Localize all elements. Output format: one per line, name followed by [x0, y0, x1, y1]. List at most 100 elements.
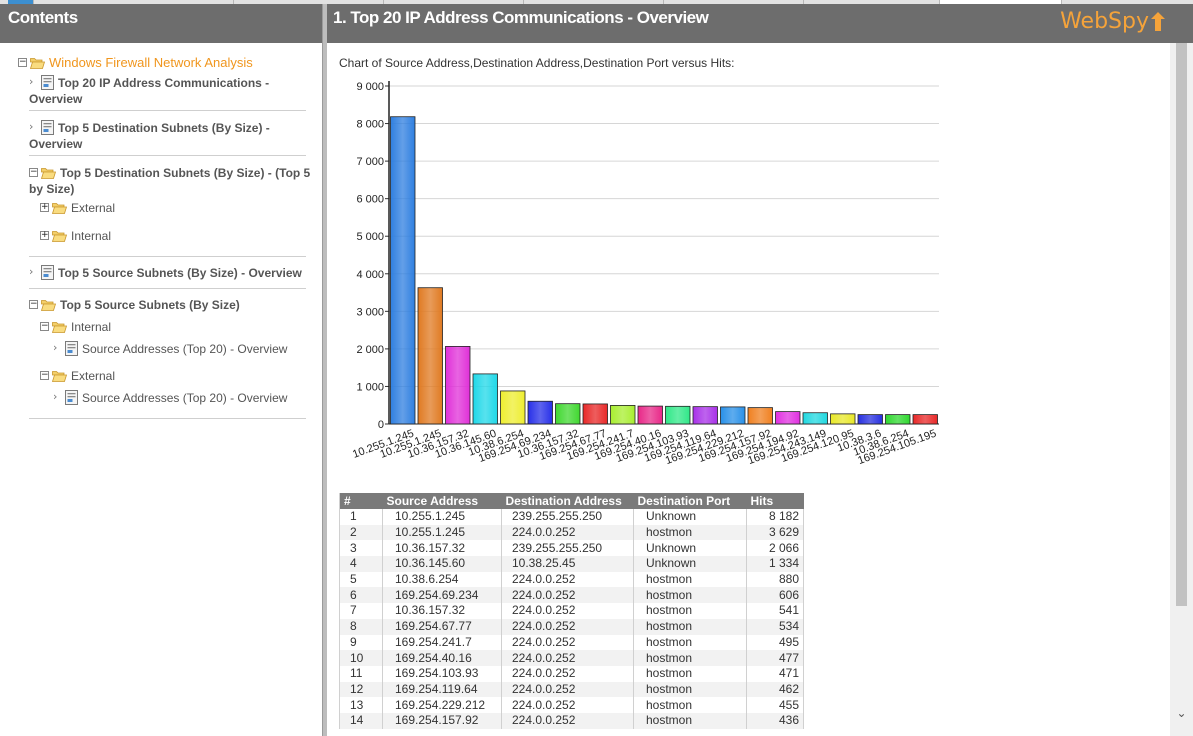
expand-icon[interactable]: + — [40, 230, 49, 240]
table-cell: 7 — [339, 603, 383, 619]
table-cell: 880 — [746, 571, 804, 588]
tree-item-internal[interactable]: − Internal — [40, 319, 111, 335]
expand-icon[interactable]: + — [40, 202, 49, 212]
bar[interactable] — [830, 413, 856, 425]
tree-root[interactable]: − Windows Firewall Network Analysis — [18, 55, 253, 71]
divider — [29, 110, 306, 111]
pane-splitter[interactable] — [323, 4, 327, 736]
tree-item-source-subnets-overview[interactable]: › Top 5 Source Subnets (By Size) - Overv… — [29, 265, 314, 281]
bar[interactable] — [555, 403, 581, 425]
bar[interactable] — [637, 405, 663, 425]
table-row[interactable]: 12 169.254.119.64 224.0.0.252 hostmon 462 — [339, 681, 804, 698]
table-cell: 224.0.0.252 — [501, 587, 634, 604]
window-tab[interactable] — [524, 0, 664, 4]
table-row[interactable]: 3 10.36.157.32 239.255.255.250 Unknown 2 066 — [339, 540, 804, 557]
table-cell: 169.254.103.93 — [382, 665, 502, 682]
window-tab[interactable] — [234, 0, 384, 4]
table-cell: 224.0.0.252 — [501, 650, 634, 666]
bar[interactable] — [445, 346, 471, 425]
tree-item-label: Top 5 Source Subnets (By Size) — [60, 298, 240, 312]
bar[interactable] — [692, 406, 718, 425]
table-row[interactable]: 13 169.254.229.212 224.0.0.252 hostmon 455 — [339, 697, 804, 713]
table-cell: hostmon — [633, 634, 747, 651]
table-row[interactable]: 4 10.36.145.60 10.38.25.45 Unknown 1 334 — [339, 556, 804, 572]
bar[interactable] — [747, 407, 773, 425]
table-row[interactable]: 9 169.254.241.7 224.0.0.252 hostmon 495 — [339, 634, 804, 651]
tree-item-dest-subnets-top5[interactable]: − Top 5 Destination Subnets (By Size) - … — [29, 165, 314, 181]
column-header[interactable]: Destination Address — [501, 493, 634, 509]
scrollbar-thumb[interactable] — [1176, 43, 1187, 606]
bar[interactable] — [500, 390, 526, 425]
tree-item-source-addresses-external[interactable]: › Source Addresses (Top 20) - Overview — [53, 390, 287, 406]
collapse-icon[interactable]: − — [40, 321, 49, 331]
divider — [29, 288, 306, 289]
chevron-right-icon[interactable]: › — [29, 265, 34, 278]
bar[interactable] — [417, 287, 443, 425]
bar[interactable] — [857, 414, 883, 425]
chevron-right-icon[interactable]: › — [53, 341, 58, 354]
bar[interactable] — [390, 116, 416, 425]
tree-item-label: Source Addresses (Top 20) - Overview — [82, 342, 288, 356]
y-tick-label: 5 000 — [356, 231, 384, 243]
tree-item-source-subnets[interactable]: − Top 5 Source Subnets (By Size) — [29, 297, 314, 313]
collapse-icon[interactable]: − — [29, 167, 38, 177]
window-tab[interactable] — [34, 0, 234, 4]
bar[interactable] — [885, 414, 911, 425]
window-tab[interactable] — [8, 0, 34, 4]
window-tab[interactable] — [664, 0, 804, 4]
tree-item-internal[interactable]: + Internal — [40, 228, 111, 244]
tree-item-external[interactable]: + External — [40, 200, 115, 216]
table-cell: 224.0.0.252 — [501, 712, 634, 729]
table-cell: hostmon — [633, 665, 747, 682]
bar[interactable] — [527, 400, 553, 425]
table-row[interactable]: 6 169.254.69.234 224.0.0.252 hostmon 606 — [339, 587, 804, 604]
column-header[interactable]: # — [339, 493, 383, 509]
column-header[interactable]: Source Address — [382, 493, 502, 509]
window-tab[interactable] — [804, 0, 940, 4]
window-tab-active[interactable] — [940, 0, 1062, 4]
bar[interactable] — [582, 403, 608, 425]
bar[interactable] — [472, 373, 498, 425]
bar[interactable] — [912, 414, 938, 425]
chevron-right-icon[interactable]: › — [53, 390, 58, 403]
table-cell: 169.254.40.16 — [382, 650, 502, 666]
table-cell: 534 — [746, 618, 804, 635]
collapse-icon[interactable]: − — [18, 57, 27, 67]
chevron-right-icon[interactable]: › — [29, 75, 34, 88]
bar[interactable] — [610, 405, 636, 425]
column-header[interactable]: Hits — [746, 493, 804, 509]
table-cell: 169.254.67.77 — [382, 618, 502, 635]
vertical-scrollbar[interactable]: ⌄ — [1170, 43, 1193, 736]
table-row[interactable]: 2 10.255.1.245 224.0.0.252 hostmon 3 629 — [339, 524, 804, 541]
tree-item-top20-overview[interactable]: › Top 20 IP Address Communications - — [29, 75, 314, 91]
bar[interactable] — [720, 406, 746, 425]
column-header[interactable]: Destination Port — [633, 493, 747, 509]
table-row[interactable]: 5 10.38.6.254 224.0.0.252 hostmon 880 — [339, 571, 804, 588]
table-cell: 10.36.145.60 — [382, 556, 502, 572]
report-pane: 1. Top 20 IP Address Communications - Ov… — [327, 4, 1193, 736]
table-row[interactable]: 1 10.255.1.245 239.255.255.250 Unknown 8 182 — [339, 509, 804, 525]
table-cell: 455 — [746, 697, 804, 713]
table-row[interactable]: 10 169.254.40.16 224.0.0.252 hostmon 477 — [339, 650, 804, 666]
bar[interactable] — [775, 411, 801, 425]
table-row[interactable]: 7 10.36.157.32 224.0.0.252 hostmon 541 — [339, 603, 804, 619]
report-header: 1. Top 20 IP Address Communications - Ov… — [327, 4, 1193, 43]
table-cell: 495 — [746, 634, 804, 651]
tree-item-external[interactable]: − External — [40, 368, 115, 384]
table-cell: 10.38.6.254 — [382, 571, 502, 588]
tree-item-dest-subnets-overview[interactable]: › Top 5 Destination Subnets (By Size) - — [29, 120, 314, 136]
table-cell: hostmon — [633, 681, 747, 698]
table-row[interactable]: 14 169.254.157.92 224.0.0.252 hostmon 436 — [339, 712, 804, 729]
table-cell: hostmon — [633, 618, 747, 635]
table-row[interactable]: 8 169.254.67.77 224.0.0.252 hostmon 534 — [339, 618, 804, 635]
scroll-down-icon[interactable]: ⌄ — [1176, 706, 1187, 720]
collapse-icon[interactable]: − — [29, 299, 38, 309]
window-tab[interactable] — [384, 0, 524, 4]
tree-item-source-addresses-internal[interactable]: › Source Addresses (Top 20) - Overview — [53, 341, 287, 357]
bar[interactable] — [802, 412, 828, 425]
collapse-icon[interactable]: − — [40, 370, 49, 380]
table-row[interactable]: 11 169.254.103.93 224.0.0.252 hostmon 471 — [339, 665, 804, 682]
table-cell: 169.254.69.234 — [382, 587, 502, 604]
bar[interactable] — [665, 405, 691, 425]
chevron-right-icon[interactable]: › — [29, 120, 34, 133]
